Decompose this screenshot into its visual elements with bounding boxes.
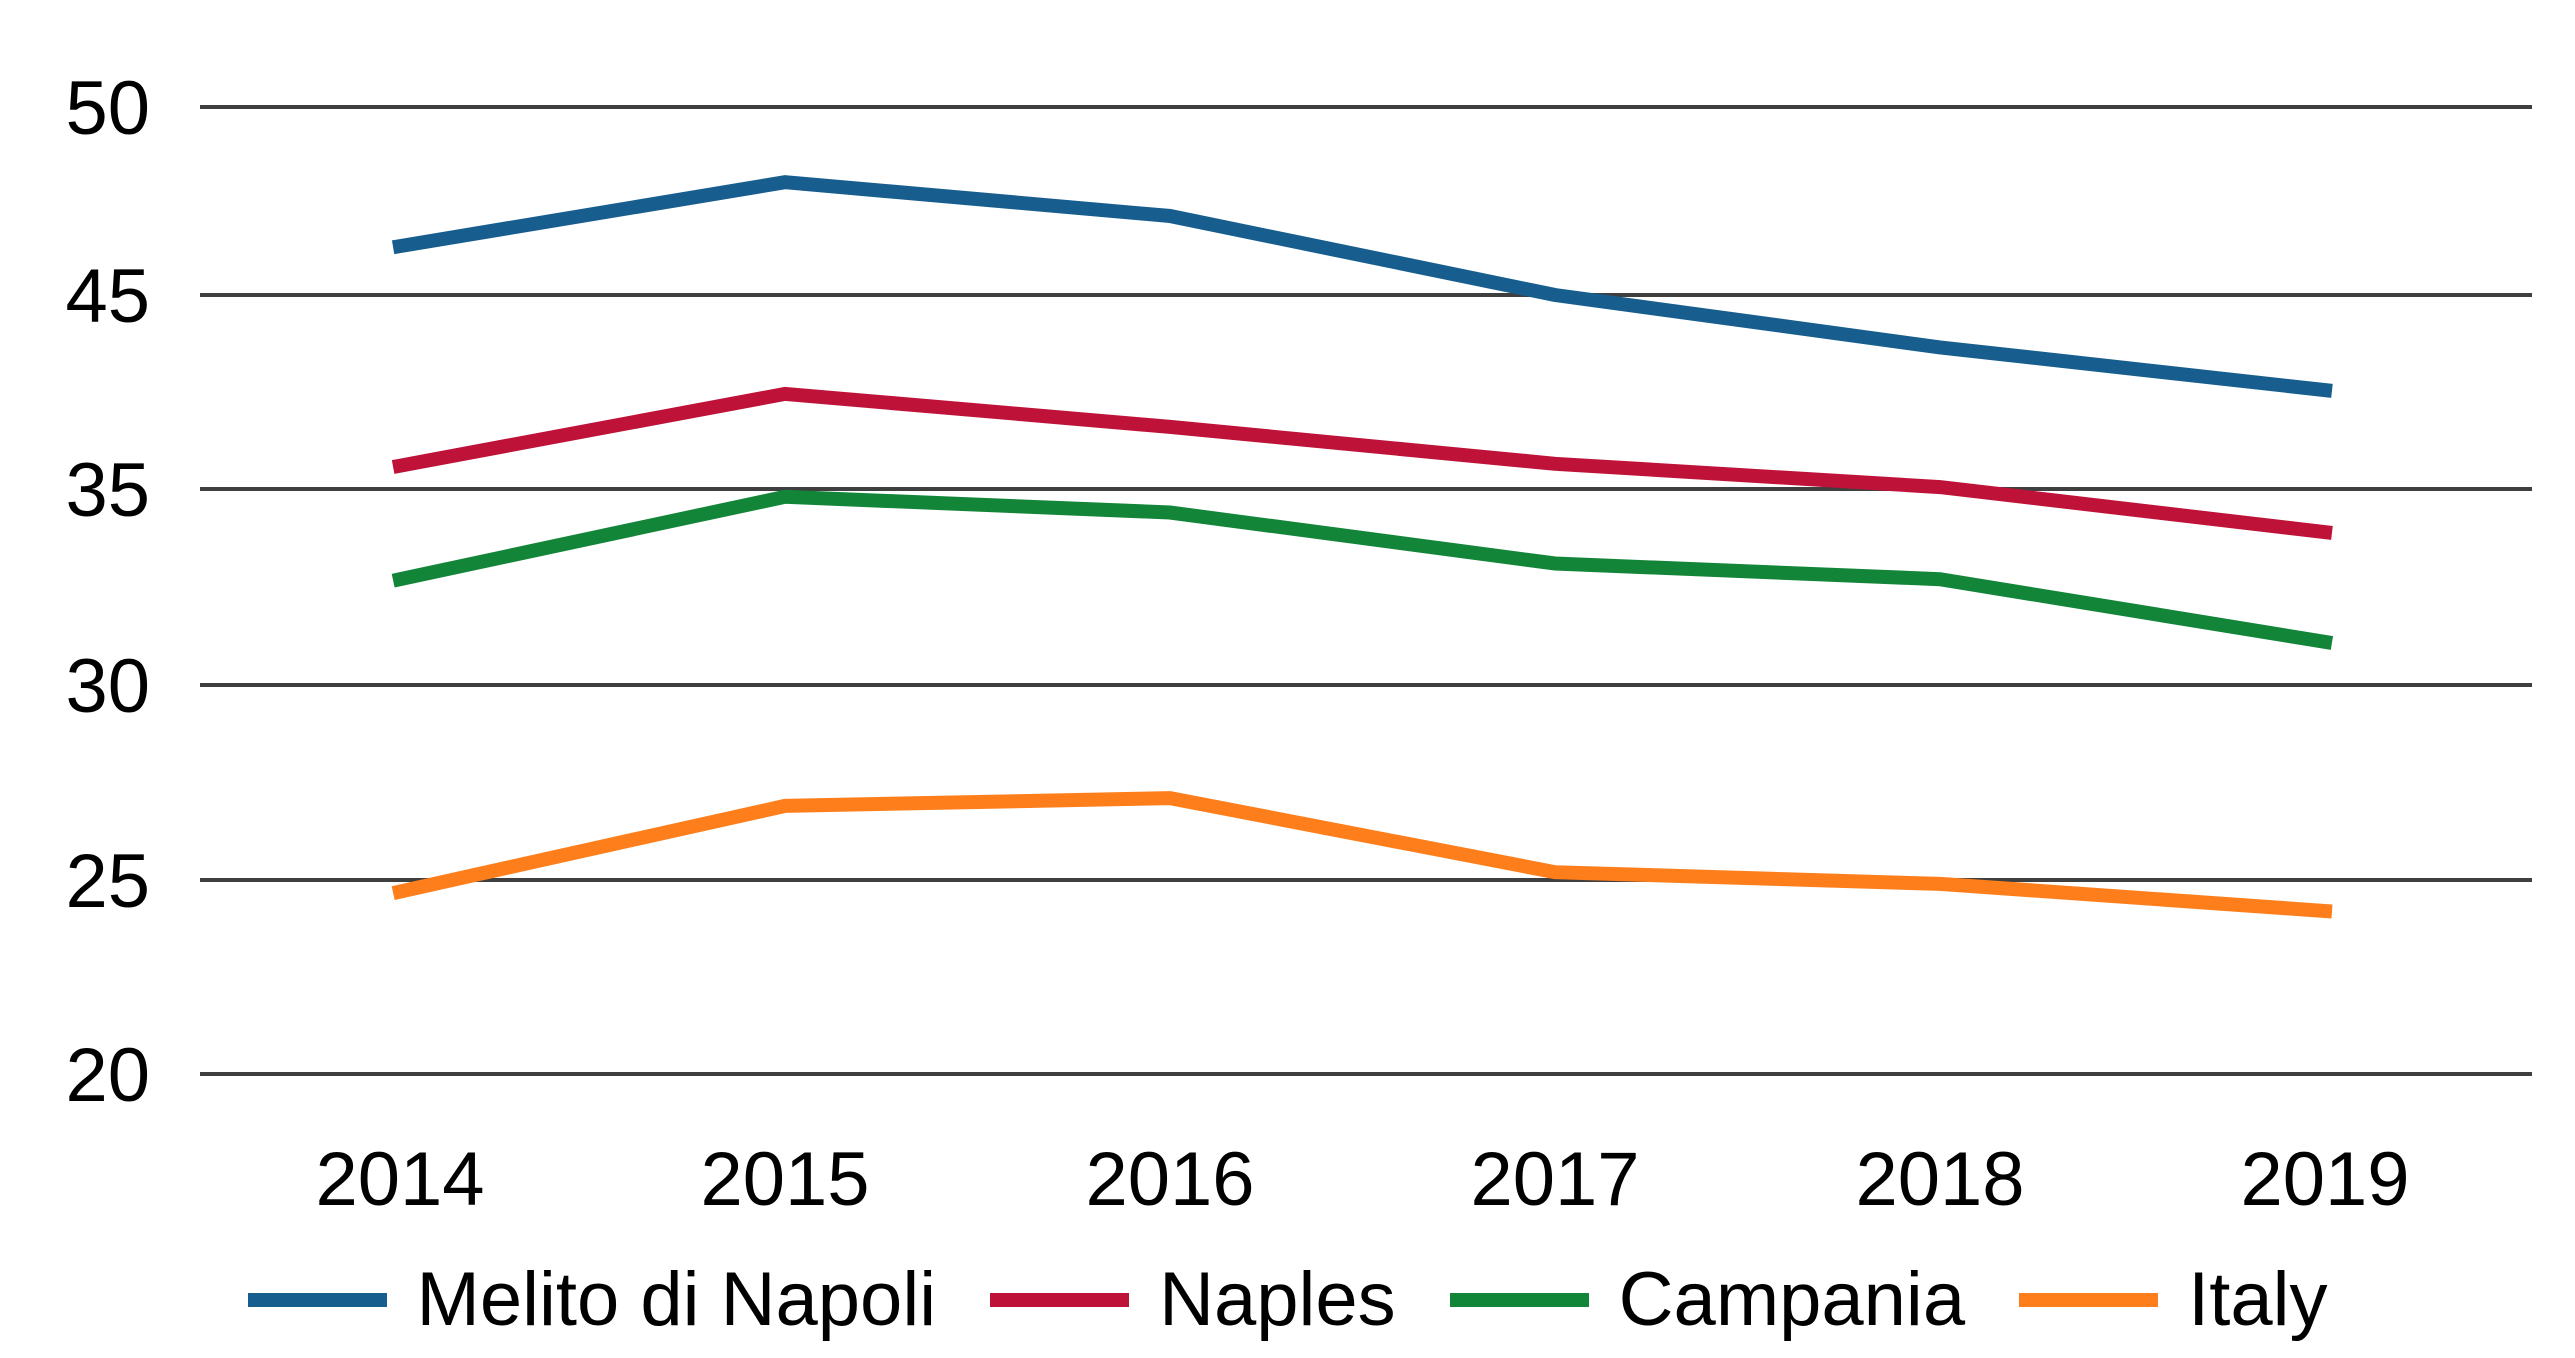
legend-label-italy: Italy — [2188, 1257, 2328, 1342]
legend-item-italy: Italy — [2019, 1262, 2327, 1338]
series-line-italy — [391, 791, 2333, 919]
legend-swatch-melito-di-napoli — [247, 1293, 387, 1307]
legend-item-melito-di-napoli: Melito di Napoli — [247, 1257, 937, 1342]
legend-swatch-naples — [990, 1293, 1130, 1307]
series-line-campania — [391, 489, 2334, 650]
y-tick-label-25: 25 — [65, 839, 150, 924]
y-tick-label-35: 35 — [65, 448, 150, 533]
x-tick-label-2016: 2016 — [1085, 1137, 1254, 1222]
y-tick-label-20: 20 — [65, 1033, 150, 1118]
x-tick-label-2014: 2014 — [315, 1137, 484, 1222]
legend-swatch-italy — [2019, 1293, 2159, 1307]
series-line-naples — [391, 386, 2333, 540]
legend-item-naples: Naples — [990, 1262, 1396, 1338]
x-tick-label-2017: 2017 — [1470, 1137, 1639, 1222]
legend-label-naples: Naples — [1159, 1257, 1396, 1342]
legend-swatch-campania — [1449, 1293, 1589, 1307]
legend-label-campania: Campania — [1618, 1257, 1966, 1342]
x-tick-label-2018: 2018 — [1855, 1137, 2024, 1222]
x-tick-label-2015: 2015 — [700, 1137, 869, 1222]
x-tick-label-2019: 2019 — [2240, 1137, 2409, 1222]
y-tick-label-50: 50 — [65, 66, 150, 151]
legend: Melito di Napoli Naples Campania Italy — [0, 1248, 2575, 1352]
y-tick-label-30: 30 — [65, 644, 150, 729]
line-chart-plot: 50 45 35 30 25 20 2014 2015 2016 2017 2018 2019 — [65, 66, 2532, 1222]
legend-item-campania: Campania — [1449, 1257, 1966, 1342]
legend-label-melito-di-napoli: Melito di Napoli — [416, 1257, 937, 1342]
series-line-melito-di-napoli — [391, 175, 2333, 398]
y-tick-label-45: 45 — [65, 254, 150, 339]
